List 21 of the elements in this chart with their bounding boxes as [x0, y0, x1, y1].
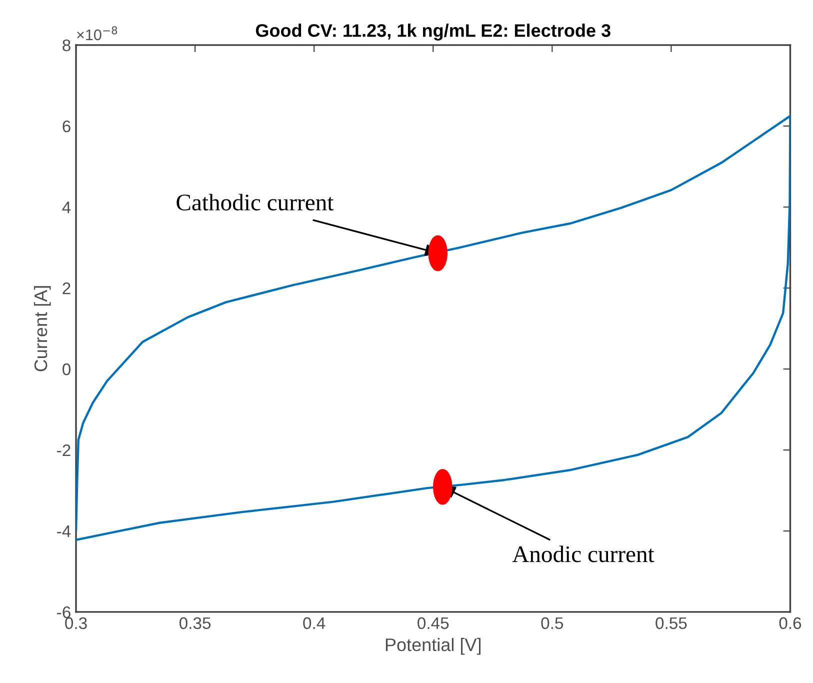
- x-tick-label: 0.45: [418, 617, 449, 630]
- y-tick-label: -6: [57, 606, 70, 618]
- x-tick-label: 0.3: [65, 617, 87, 630]
- y-tick-label: 0: [62, 363, 71, 376]
- x-tick-label: 0.35: [179, 617, 211, 630]
- x-tick-label: 0.6: [779, 617, 802, 630]
- y-tick-label: 8: [62, 39, 70, 52]
- y-axis-title: Current [A]: [34, 286, 51, 372]
- y-tick-label: 2: [62, 282, 70, 294]
- y-tick-label: 6: [62, 120, 70, 132]
- annotation: Anodic current: [512, 546, 654, 562]
- y-tick-label: -2: [57, 444, 70, 456]
- annotation: Cathodic current: [176, 194, 334, 211]
- x-tick-label: 0.55: [656, 617, 687, 630]
- y-tick-label: -4: [57, 526, 71, 538]
- x-tick-label: 0.5: [541, 617, 564, 630]
- y-tick-label: 4: [62, 202, 71, 214]
- x-tick-label: 0.4: [303, 617, 326, 630]
- x-axis-title: Potential [V]: [386, 638, 481, 655]
- chart-title: Good CV: 11.23, 1k ng/mL E2: Electrode 3: [256, 24, 610, 41]
- text: ×10$^{−8}$: [77, 26, 118, 40]
